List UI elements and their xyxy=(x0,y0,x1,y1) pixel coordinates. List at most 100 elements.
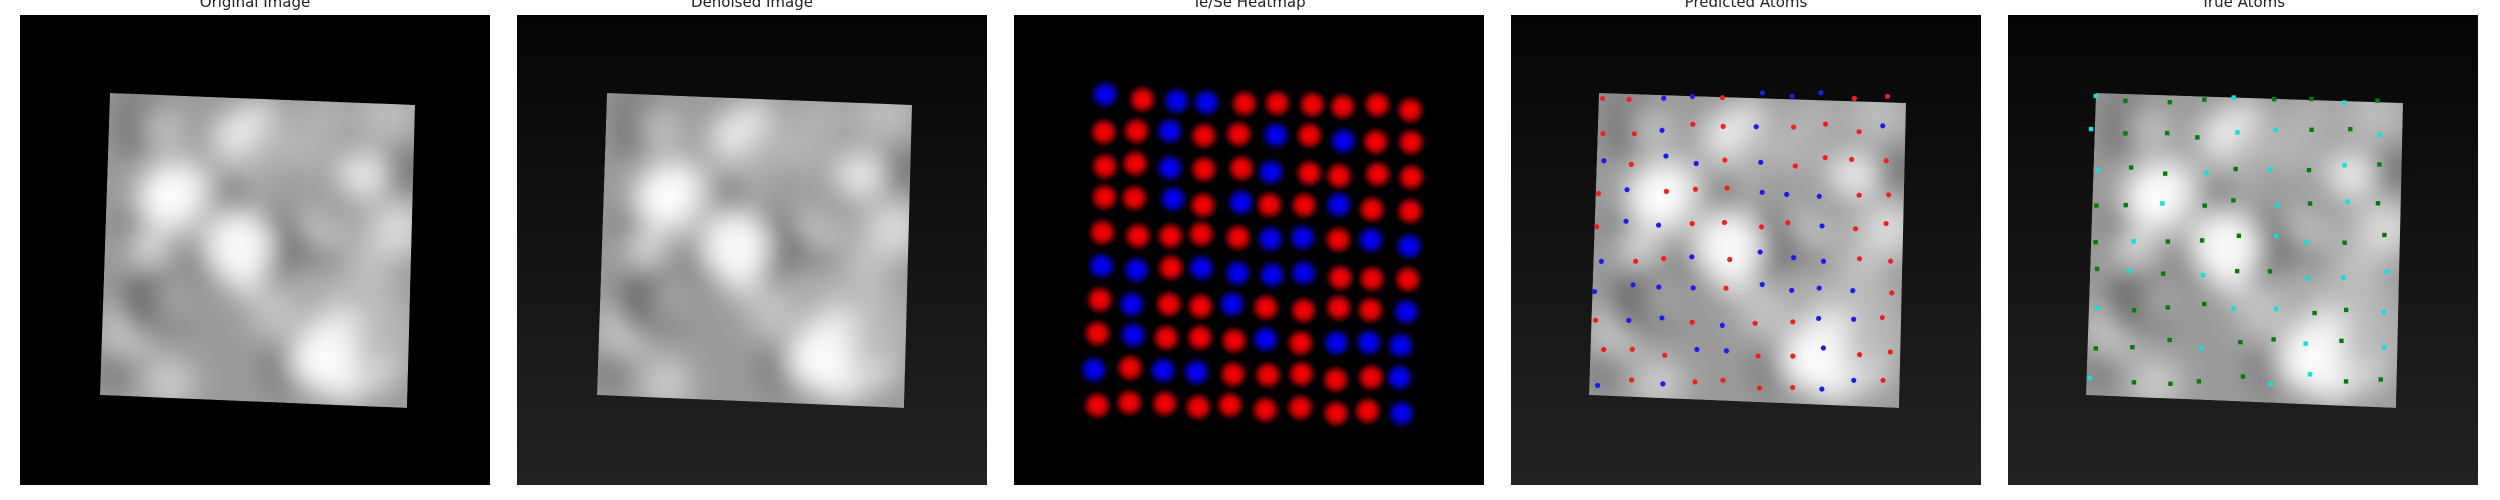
te-heat-spot xyxy=(1186,218,1217,249)
predicted-te-point xyxy=(1757,385,1763,391)
te-heat-spot xyxy=(1153,289,1184,320)
te-heat-spot xyxy=(1362,89,1393,120)
true-se-point xyxy=(2095,168,2101,173)
te-heat-spot xyxy=(1119,182,1150,213)
predicted-te-point xyxy=(1856,256,1863,262)
predicted-se-point xyxy=(1659,315,1665,321)
predicted-te-point xyxy=(1719,95,1726,101)
true-se-point xyxy=(2377,132,2382,138)
true-te-point xyxy=(2123,202,2128,208)
predicted-se-point xyxy=(1661,95,1667,101)
te-se-heatmap xyxy=(1014,15,1484,485)
te-heat-spot xyxy=(1127,84,1158,115)
predicted-te-point xyxy=(1822,121,1829,127)
te-heat-spot xyxy=(1294,120,1325,151)
predicted-te-point xyxy=(1758,224,1765,230)
te-heat-spot xyxy=(1188,120,1219,151)
true-te-point xyxy=(2343,379,2349,384)
true-se-point xyxy=(2198,346,2204,351)
te-heat-spot xyxy=(1155,221,1186,252)
true-se-point xyxy=(2231,95,2236,100)
predicted-atoms-image xyxy=(1511,15,1981,485)
se-heat-spot xyxy=(1121,254,1152,285)
panel-denoised-image xyxy=(517,15,987,485)
te-heat-spot xyxy=(1088,117,1119,148)
predicted-te-point xyxy=(1720,377,1726,383)
te-heat-spot xyxy=(1286,358,1317,389)
predicted-se-point xyxy=(1850,288,1856,294)
predicted-se-point xyxy=(1759,189,1765,195)
predicted-se-point xyxy=(1690,285,1696,291)
true-te-point xyxy=(2267,269,2273,274)
predicted-se-point xyxy=(1820,345,1826,351)
true-te-point xyxy=(2202,97,2207,102)
predicted-te-point xyxy=(1633,258,1639,264)
predicted-se-point xyxy=(1816,285,1822,291)
te-heat-spot xyxy=(1223,222,1254,253)
se-heat-spot xyxy=(1250,324,1281,355)
predicted-te-point xyxy=(1723,285,1729,291)
true-te-point xyxy=(2094,203,2099,208)
predicted-te-point xyxy=(1883,158,1889,164)
predicted-te-point xyxy=(1600,130,1606,137)
se-heat-spot xyxy=(1217,289,1248,320)
se-heat-spot xyxy=(1355,224,1386,255)
predicted-te-point xyxy=(1661,255,1667,262)
te-heat-spot xyxy=(1250,394,1281,425)
se-heat-spot xyxy=(1078,354,1109,385)
predicted-se-point xyxy=(1816,193,1822,199)
true-se-point xyxy=(2160,201,2165,206)
true-se-point xyxy=(2087,375,2092,381)
predicted-te-point xyxy=(1601,346,1607,353)
te-heat-spot xyxy=(1285,392,1316,423)
se-heat-spot xyxy=(1154,116,1185,147)
true-se-point xyxy=(2341,275,2346,280)
se-heat-spot xyxy=(1255,223,1286,254)
se-heat-spot xyxy=(1384,362,1415,393)
te-heat-spot xyxy=(1294,158,1325,189)
se-heat-spot xyxy=(1161,86,1192,117)
true-se-point xyxy=(2275,202,2280,208)
te-heat-spot xyxy=(1392,264,1423,295)
te-heat-spot xyxy=(1087,217,1118,248)
se-heat-spot xyxy=(1328,125,1359,156)
se-heat-spot xyxy=(1086,250,1117,281)
te-heat-spot xyxy=(1089,182,1120,213)
predicted-se-point xyxy=(1819,223,1825,229)
true-te-point xyxy=(2375,201,2381,206)
te-heat-spot xyxy=(1187,190,1218,221)
true-te-point xyxy=(2231,198,2236,203)
se-heat-spot xyxy=(1186,252,1217,283)
predicted-se-point xyxy=(1819,386,1825,392)
true-se-point xyxy=(2268,381,2273,386)
te-heat-spot xyxy=(1185,291,1216,322)
te-heat-spot xyxy=(1288,295,1319,326)
predicted-te-point xyxy=(1692,379,1698,385)
predicted-se-point xyxy=(1659,127,1665,133)
te-heat-spot xyxy=(1151,322,1182,353)
predicted-te-point xyxy=(1724,185,1730,191)
true-se-point xyxy=(2342,162,2347,168)
predicted-se-point xyxy=(1630,282,1636,288)
se-heat-spot xyxy=(1321,327,1352,358)
true-se-point xyxy=(2088,126,2094,132)
predicted-te-point xyxy=(1662,352,1668,358)
true-te-point xyxy=(2167,337,2172,343)
predicted-se-point xyxy=(1851,377,1857,383)
predicted-te-point xyxy=(1880,377,1886,383)
predicted-se-point xyxy=(1753,124,1759,130)
predicted-te-point xyxy=(1692,186,1699,192)
te-heat-spot xyxy=(1121,116,1152,147)
te-heat-spot xyxy=(1215,389,1246,420)
title-original: Original Image xyxy=(199,0,311,11)
predicted-te-point xyxy=(1752,320,1758,326)
te-heat-spot xyxy=(1253,359,1284,390)
original-image xyxy=(20,15,490,485)
se-heat-spot xyxy=(1154,152,1185,183)
true-se-point xyxy=(2303,341,2308,346)
true-se-point xyxy=(2231,306,2236,311)
se-heat-spot xyxy=(1353,327,1384,358)
predicted-te-point xyxy=(1594,224,1600,230)
true-te-point xyxy=(2094,266,2100,272)
predicted-te-point xyxy=(1856,129,1862,135)
